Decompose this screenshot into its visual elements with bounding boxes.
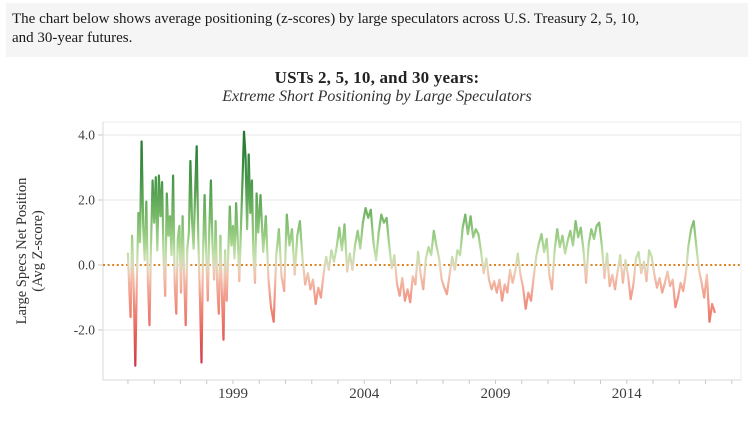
y-tick-label--2.0: -2.0 [74, 322, 96, 337]
chart-subtitle: Extreme Short Positioning by Large Specu… [222, 88, 532, 105]
caption-line-1: The chart below shows average positionin… [12, 11, 640, 27]
y-tick-label-2.0: 2.0 [78, 192, 95, 207]
zscore-line-series [126, 130, 716, 367]
y-tick-label-0.0: 0.0 [78, 257, 95, 272]
caption-panel: The chart below shows average positionin… [6, 3, 748, 57]
chart-title: USTs 2, 5, 10, and 30 years: [274, 68, 480, 87]
x-tick-label-2014: 2014 [612, 386, 643, 402]
x-tick-label-1999: 1999 [218, 386, 248, 402]
caption-line-2: and 30-year futures. [12, 30, 133, 46]
x-tick-label-2009: 2009 [481, 386, 511, 402]
y-tick-label-4.0: 4.0 [78, 127, 95, 142]
caption-text: The chart below shows average positionin… [12, 10, 738, 48]
x-tick-label-2004: 2004 [349, 386, 380, 402]
